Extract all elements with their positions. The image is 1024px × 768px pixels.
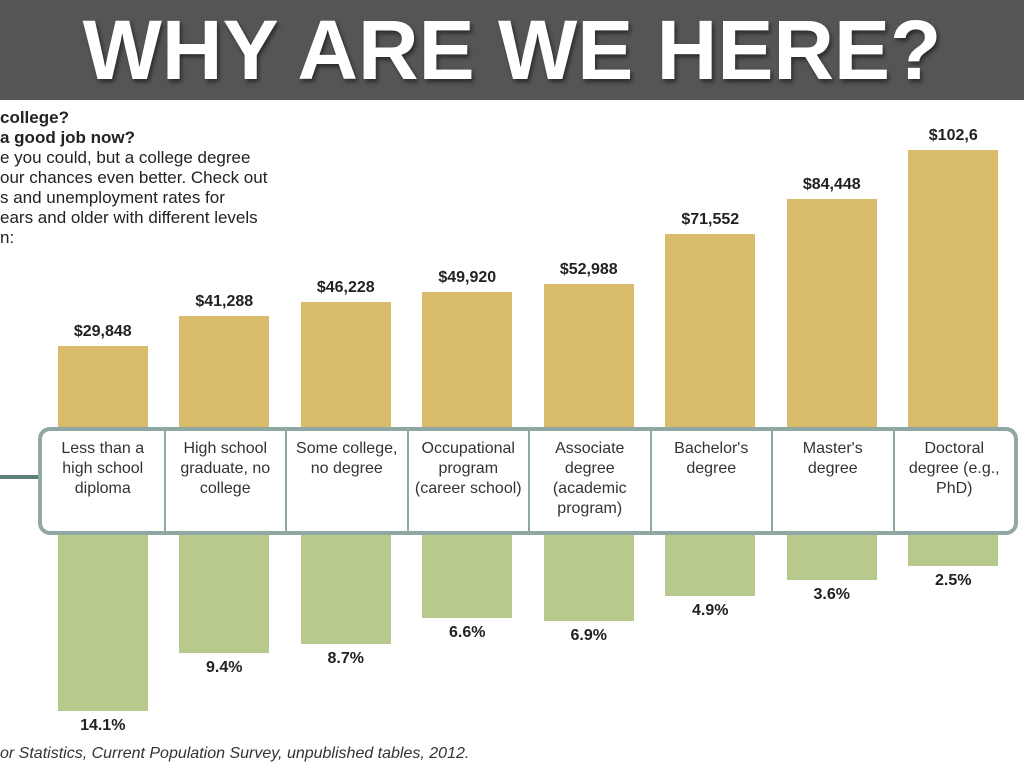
earnings-bar xyxy=(57,346,148,427)
earnings-bar xyxy=(543,283,634,427)
intro-line: college? xyxy=(0,108,69,127)
category-label: Master's degree xyxy=(771,431,893,531)
unemployment-bar xyxy=(57,535,148,712)
unemployment-bar xyxy=(786,535,877,580)
intro-line: a good job now? xyxy=(0,128,136,147)
unemployment-bar xyxy=(665,535,756,597)
unemployment-bar xyxy=(543,535,634,622)
slide-title: WHY ARE WE HERE? xyxy=(82,3,942,97)
earnings-label: $84,448 xyxy=(802,175,861,193)
unemployment-label: 9.4% xyxy=(206,658,243,676)
category-box: Less than a high school diploma High scho… xyxy=(38,427,1018,535)
category-label: High school graduate, no college xyxy=(163,431,286,531)
intro-line: e you could, but a college degree xyxy=(0,148,251,167)
earnings-label: $52,988 xyxy=(559,260,618,278)
earnings-bar xyxy=(908,149,999,427)
category-label: Occupational program (career school) xyxy=(406,431,529,531)
earnings-label: $46,228 xyxy=(316,279,375,297)
intro-line: n: xyxy=(0,228,15,247)
category-label: Bachelor's degree xyxy=(649,431,772,531)
title-band xyxy=(0,0,1024,100)
unemployment-bar xyxy=(908,535,999,567)
category-label: Some college, no degree xyxy=(285,431,407,531)
earnings-label: $102,6 xyxy=(928,126,978,144)
intro-line: our chances even better. Check out xyxy=(0,168,268,187)
category-label: Doctoral degree (e.g., PhD) xyxy=(892,431,1015,531)
unemployment-bar xyxy=(300,535,391,644)
unemployment-label: 4.9% xyxy=(692,602,729,620)
unemployment-bar xyxy=(179,535,270,653)
earnings-bar xyxy=(179,315,270,427)
source-note: or Statistics, Current Population Survey… xyxy=(0,745,470,762)
earnings-bar xyxy=(422,292,513,427)
unemployment-label: 8.7% xyxy=(327,649,364,667)
unemployment-label: 14.1% xyxy=(80,717,126,735)
intro-line: s and unemployment rates for xyxy=(0,188,225,207)
category-label: Associate degree (academic program) xyxy=(528,431,650,531)
earnings-bar xyxy=(786,198,877,427)
earnings-label: $29,848 xyxy=(73,323,132,341)
unemployment-bar xyxy=(422,535,513,618)
unemployment-label: 6.6% xyxy=(449,623,486,641)
earnings-label: $41,288 xyxy=(195,292,254,310)
unemployment-label: 3.6% xyxy=(813,586,850,603)
category-label: Less than a high school diploma xyxy=(61,440,145,497)
earnings-bar xyxy=(300,302,391,427)
earnings-label: $49,920 xyxy=(438,269,497,287)
unemployment-label: 6.9% xyxy=(570,627,607,645)
intro-line: ears and older with different levels xyxy=(0,208,258,227)
intro-text: college? a good job now? e you could, bu… xyxy=(0,108,300,248)
unemployment-label: 2.5% xyxy=(935,572,972,590)
earnings-label: $71,552 xyxy=(681,210,740,228)
earnings-bar xyxy=(665,233,756,427)
axis-line xyxy=(0,475,40,479)
